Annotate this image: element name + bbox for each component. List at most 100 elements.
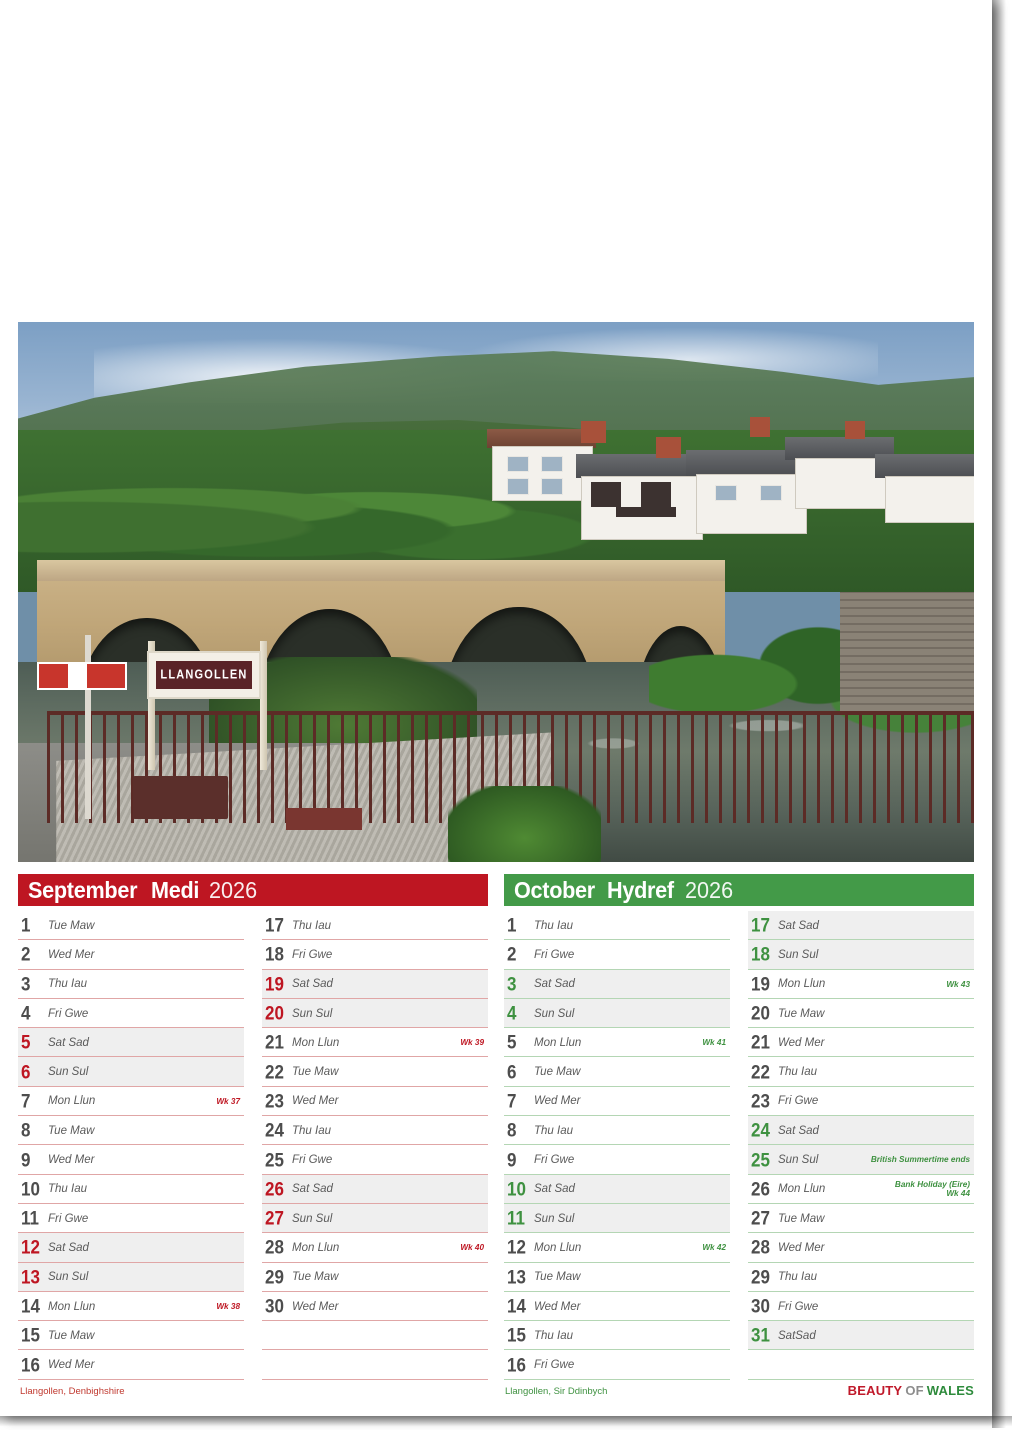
day-row[interactable]: 9 Wed Mer: [18, 1145, 244, 1175]
day-row[interactable]: 23 Wed Mer: [262, 1087, 488, 1117]
bridge-parapet: [37, 559, 726, 582]
day-of-week: Fri Gwe: [534, 948, 575, 961]
day-row[interactable]: 7 Mon Llun Wk 37: [18, 1087, 244, 1117]
day-row[interactable]: 12 Mon Llun Wk 42: [504, 1233, 730, 1263]
day-row[interactable]: 16 Fri Gwe: [504, 1350, 730, 1380]
day-number: 4: [507, 1002, 517, 1025]
day-row[interactable]: 19 Mon Llun Wk 43: [748, 970, 974, 999]
day-separator: [504, 1232, 730, 1234]
day-row[interactable]: 28 Wed Mer: [748, 1233, 974, 1263]
day-row[interactable]: 22 Thu Iau: [748, 1057, 974, 1087]
day-number: 11: [21, 1207, 39, 1230]
day-row[interactable]: 22 Tue Maw: [262, 1057, 488, 1087]
day-row[interactable]: 7 Wed Mer: [504, 1087, 730, 1117]
day-row[interactable]: 2 Fri Gwe: [504, 940, 730, 970]
day-of-week: SatSad: [778, 1329, 816, 1342]
day-row[interactable]: 3 Sat Sad: [504, 969, 730, 999]
logo-part-of: OF: [905, 1383, 924, 1398]
day-row[interactable]: 26 Sat Sad: [262, 1174, 488, 1204]
photo-caption-welsh: Llangollen, Sir Ddinbych: [505, 1386, 608, 1397]
day-separator: [504, 1115, 730, 1117]
day-row[interactable]: 10 Sat Sad: [504, 1174, 730, 1204]
day-row[interactable]: 1 Thu Iau: [504, 911, 730, 941]
day-row[interactable]: 11 Sun Sul: [504, 1203, 730, 1234]
day-row[interactable]: 3 Thu Iau: [18, 970, 244, 999]
day-row[interactable]: 20 Tue Maw: [748, 999, 974, 1029]
day-row-empty[interactable]: [262, 1321, 488, 1351]
day-row[interactable]: 30 Wed Mer: [262, 1292, 488, 1322]
day-row[interactable]: 6 Tue Maw: [504, 1057, 730, 1087]
day-of-week: Sat Sad: [534, 1183, 575, 1196]
day-of-week: Sun Sul: [534, 1007, 575, 1020]
day-row-empty[interactable]: [748, 1350, 974, 1380]
day-row[interactable]: 28 Mon Llun Wk 40: [262, 1233, 488, 1263]
day-of-week: Thu Iau: [534, 1124, 573, 1137]
day-row[interactable]: 1 Tue Maw: [18, 911, 244, 941]
day-row[interactable]: 9 Fri Gwe: [504, 1145, 730, 1175]
day-row[interactable]: 8 Thu Iau: [504, 1116, 730, 1146]
day-separator: [504, 939, 730, 941]
day-row[interactable]: 25 Fri Gwe: [262, 1145, 488, 1175]
day-row[interactable]: 8 Tue Maw: [18, 1116, 244, 1146]
day-row[interactable]: 18 Fri Gwe: [262, 940, 488, 970]
day-row[interactable]: 23 Fri Gwe: [748, 1087, 974, 1117]
day-row[interactable]: 24 Sat Sad: [748, 1116, 974, 1146]
day-of-week: Tue Maw: [534, 1271, 581, 1284]
day-row[interactable]: 30 Fri Gwe: [748, 1292, 974, 1322]
day-number: 20: [265, 1002, 284, 1025]
day-row[interactable]: 27 Sun Sul: [262, 1203, 488, 1234]
day-row[interactable]: 5 Mon Llun Wk 41: [504, 1028, 730, 1058]
day-row[interactable]: 13 Tue Maw: [504, 1263, 730, 1292]
day-separator: [748, 1027, 974, 1029]
day-separator: [504, 1202, 730, 1204]
day-row[interactable]: 11 Fri Gwe: [18, 1204, 244, 1234]
day-row[interactable]: 18 Sun Sul: [748, 940, 974, 970]
day-row[interactable]: 17 Thu Iau: [262, 911, 488, 941]
day-row[interactable]: 4 Sun Sul: [504, 998, 730, 1029]
platform-bench: [285, 808, 363, 830]
day-row[interactable]: 24 Thu Iau: [262, 1116, 488, 1146]
day-row[interactable]: 26 Mon Llun Bank Holiday (Eire) Wk 44: [748, 1175, 974, 1204]
day-row[interactable]: 19 Sat Sad: [262, 969, 488, 999]
day-row[interactable]: 4 Fri Gwe: [18, 999, 244, 1029]
day-row[interactable]: 12 Sat Sad: [18, 1233, 244, 1263]
day-of-week: Tue Maw: [292, 1066, 339, 1079]
day-number: 27: [265, 1207, 284, 1230]
day-row[interactable]: 14 Mon Llun Wk 38: [18, 1292, 244, 1322]
day-row[interactable]: 27 Tue Maw: [748, 1204, 974, 1234]
day-separator: [748, 1378, 974, 1380]
day-row[interactable]: 29 Thu Iau: [748, 1263, 974, 1292]
day-number: 3: [21, 973, 31, 995]
day-separator: [504, 1144, 730, 1146]
day-of-week: Fri Gwe: [292, 1154, 333, 1167]
day-number: 18: [751, 944, 770, 966]
day-row[interactable]: 5 Sat Sad: [18, 1028, 244, 1058]
day-number: 19: [265, 973, 284, 995]
day-row[interactable]: 15 Tue Maw: [18, 1321, 244, 1351]
day-number: 12: [507, 1237, 526, 1259]
day-separator: [18, 1261, 244, 1263]
day-row[interactable]: 16 Wed Mer: [18, 1350, 244, 1380]
day-row[interactable]: 25 Sun Sul British Summertime ends: [748, 1145, 974, 1175]
day-row[interactable]: 20 Sun Sul: [262, 998, 488, 1029]
month-year: 2026: [209, 876, 258, 903]
day-row[interactable]: 13 Sun Sul: [18, 1262, 244, 1292]
day-row[interactable]: 17 Sat Sad: [748, 911, 974, 941]
month-panels: September Medi 2026 1 Tue Maw 2 Wed Mer 3 Thu Ia…: [18, 874, 974, 1380]
day-row[interactable]: 10 Thu Iau: [18, 1175, 244, 1204]
day-row[interactable]: 6 Sun Sul: [18, 1057, 244, 1087]
day-separator: [504, 1320, 730, 1322]
day-row[interactable]: 15 Thu Iau: [504, 1321, 730, 1351]
station-sign-label: LLANGOLLEN: [160, 668, 248, 682]
day-row[interactable]: 21 Wed Mer: [748, 1028, 974, 1058]
day-row[interactable]: 29 Tue Maw: [262, 1263, 488, 1292]
week-number: Wk 43: [946, 979, 970, 989]
day-separator: [262, 1144, 488, 1146]
day-row[interactable]: 31 SatSad: [748, 1321, 974, 1351]
day-row[interactable]: 14 Wed Mer: [504, 1292, 730, 1322]
day-column-2: 17 Thu Iau 18 Fri Gwe 19 Sat Sad 20 Sun Sul 21 Mo…: [253, 911, 488, 1380]
day-row[interactable]: 2 Wed Mer: [18, 940, 244, 970]
day-row[interactable]: 21 Mon Llun Wk 39: [262, 1028, 488, 1058]
day-separator: [262, 1027, 488, 1029]
day-row-empty[interactable]: [262, 1350, 488, 1380]
